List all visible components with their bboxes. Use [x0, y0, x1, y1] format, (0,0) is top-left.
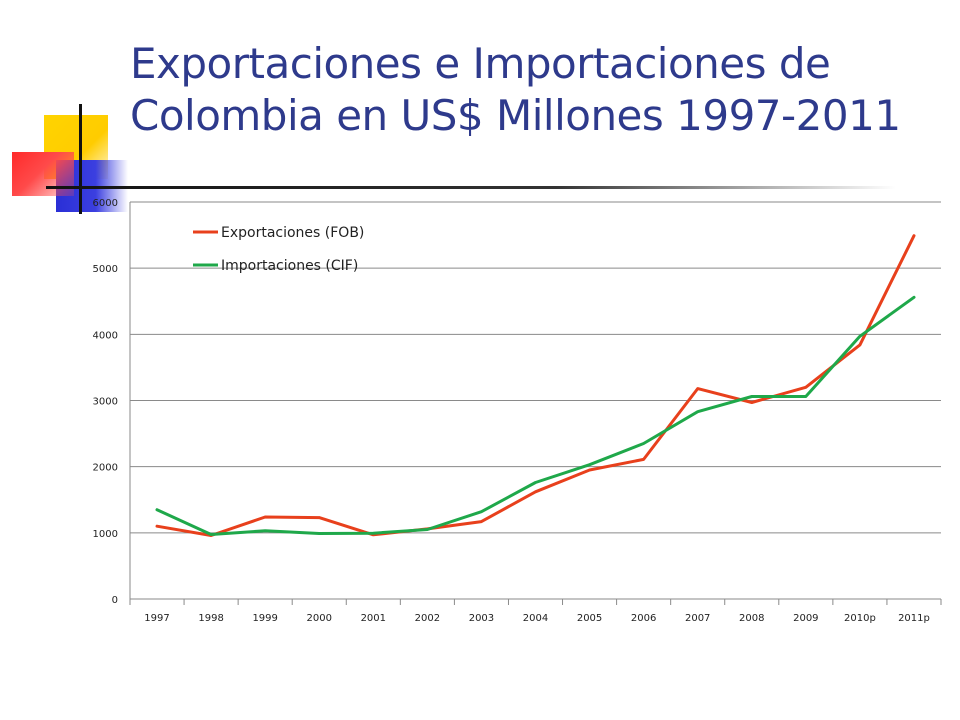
data-point-exportaciones [155, 525, 159, 528]
data-point-importaciones [642, 442, 645, 445]
data-point-exportaciones [588, 468, 591, 472]
legend-label-importaciones: Importaciones (CIF) [221, 258, 358, 274]
data-point-exportaciones [750, 401, 753, 404]
x-tick-label: 1997 [144, 613, 169, 624]
data-point-exportaciones [804, 386, 808, 389]
data-point-importaciones [696, 410, 699, 413]
data-point-importaciones [588, 463, 591, 466]
x-tick-label: 2003 [469, 613, 494, 624]
data-point-importaciones [912, 296, 916, 299]
legend-label-exportaciones: Exportaciones (FOB) [221, 225, 364, 241]
x-tick-label: 2006 [631, 613, 656, 624]
decor-horizontal-line [46, 186, 896, 189]
x-tick-label: 2005 [577, 613, 602, 624]
y-tick-label: 4000 [93, 330, 118, 341]
x-tick-label: 2001 [361, 613, 386, 624]
data-point-importaciones [534, 481, 537, 484]
x-tick-label: 2002 [415, 613, 440, 624]
data-point-exportaciones [263, 515, 267, 519]
decor-vertical-line [79, 104, 82, 214]
data-point-importaciones [750, 395, 753, 398]
data-point-importaciones [858, 335, 862, 338]
y-tick-label: 5000 [93, 264, 118, 275]
x-tick-label: 2011p [898, 613, 930, 624]
x-tick-label: 2004 [523, 613, 548, 624]
data-point-exportaciones [480, 520, 483, 523]
data-point-exportaciones [858, 343, 862, 347]
series-line-importaciones [155, 295, 916, 536]
x-tick-label: 1999 [252, 613, 277, 624]
data-point-importaciones [804, 395, 808, 398]
y-tick-label: 3000 [93, 397, 118, 408]
x-tick-label: 2007 [685, 613, 710, 624]
data-point-importaciones [426, 528, 429, 531]
x-tick-label: 2010p [844, 613, 876, 624]
data-point-importaciones [155, 508, 159, 511]
slide-title: Exportaciones e Importaciones de Colombi… [130, 39, 901, 140]
data-point-importaciones [263, 529, 267, 533]
data-point-importaciones [372, 531, 375, 535]
data-point-importaciones [318, 532, 321, 535]
y-tick-label: 1000 [93, 529, 118, 540]
x-tick-label: 2009 [793, 613, 818, 624]
data-point-exportaciones [642, 458, 645, 461]
data-point-exportaciones [696, 387, 699, 390]
x-tick-label: 2008 [739, 613, 764, 624]
y-tick-label: 6000 [93, 198, 118, 209]
x-tick-label: 2000 [307, 613, 332, 624]
data-point-exportaciones [912, 234, 916, 237]
series-line-exportaciones [155, 234, 916, 537]
data-point-exportaciones [534, 490, 537, 494]
data-point-exportaciones [318, 516, 321, 519]
data-point-importaciones [480, 510, 483, 513]
y-tick-label: 2000 [93, 463, 118, 474]
y-tick-label: 0 [112, 595, 118, 606]
x-tick-label: 1998 [198, 613, 223, 624]
data-point-importaciones [209, 533, 213, 536]
